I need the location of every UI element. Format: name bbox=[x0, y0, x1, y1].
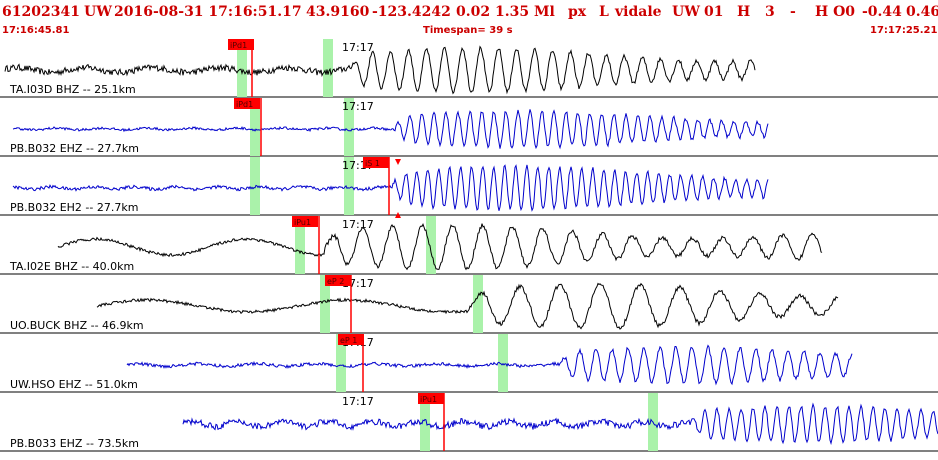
pick-label-box[interactable] bbox=[363, 157, 389, 168]
station-label: PB.B032 EH2 -- 27.7km bbox=[10, 201, 138, 214]
phase-window bbox=[250, 157, 260, 215]
phase-window bbox=[320, 275, 330, 333]
latitude: 43.9160 bbox=[306, 4, 370, 20]
pick-label: iPu1 bbox=[420, 395, 437, 404]
phase-window bbox=[250, 98, 260, 156]
value-2: 0.46 bbox=[906, 4, 938, 20]
pick-label-box[interactable] bbox=[418, 393, 444, 404]
pick-label: iPu1 bbox=[294, 218, 311, 227]
source: UW bbox=[672, 4, 700, 20]
event-summary-line: 61202341 UW 2016-08-31 17:16:51.17 43.91… bbox=[0, 0, 938, 24]
time-range-line: 17:16:45.81 Timespan= 39 s 17:17:25.21 bbox=[0, 24, 938, 38]
phase-window bbox=[295, 216, 305, 274]
station-label: TA.I02E BHZ -- 40.0km bbox=[9, 260, 134, 273]
trace-row[interactable]: 17:17 iPd1 TA.I03D BHZ -- 25.1km bbox=[0, 39, 938, 98]
pick-label-box[interactable] bbox=[234, 98, 260, 109]
phase-window bbox=[336, 334, 346, 392]
flag: H O0 bbox=[815, 4, 856, 20]
end-time: 17:17:25.21 bbox=[870, 25, 938, 36]
seismogram-trace[interactable] bbox=[126, 344, 853, 386]
seismogram-trace[interactable] bbox=[57, 222, 823, 271]
phase-window bbox=[344, 157, 354, 215]
minute-label: 17:17 bbox=[342, 395, 374, 408]
seismogram-trace[interactable] bbox=[96, 282, 839, 330]
waveform-panel[interactable]: 17:17 iPd1 TA.I03D BHZ -- 25.1km 17:17 iPd1 P… bbox=[0, 38, 938, 460]
location-type: L bbox=[599, 4, 609, 20]
phase-window bbox=[420, 393, 430, 451]
start-time: 17:16:45.81 bbox=[2, 25, 70, 36]
phase-window bbox=[473, 275, 483, 333]
magnitude: 1.35 Ml bbox=[495, 4, 555, 20]
network-code: UW bbox=[84, 4, 112, 20]
event-id[interactable]: 61202341 bbox=[2, 4, 80, 20]
quality: H bbox=[737, 4, 751, 20]
timespan: Timespan= 39 s bbox=[423, 25, 513, 36]
pick-label: iS 1 bbox=[365, 159, 380, 168]
longitude: -123.4242 bbox=[372, 4, 451, 20]
station-label: TA.I03D BHZ -- 25.1km bbox=[9, 83, 136, 96]
pick-arrow-icon bbox=[395, 159, 401, 165]
separator: - bbox=[790, 4, 796, 20]
seismogram-trace[interactable] bbox=[12, 109, 769, 150]
pick-label-box[interactable] bbox=[338, 334, 364, 345]
minute-label: 17:17 bbox=[342, 218, 374, 231]
pick-label: eP 2 bbox=[327, 277, 344, 286]
magnitude-type: px bbox=[568, 4, 587, 20]
station-label: UW.HSO EHZ -- 51.0km bbox=[10, 378, 138, 391]
pick-label-box[interactable] bbox=[228, 39, 254, 50]
phase-window bbox=[426, 216, 436, 274]
pick-label: iPd1 bbox=[230, 41, 247, 50]
pick-label-box[interactable] bbox=[292, 216, 318, 227]
event-header: 61202341 UW 2016-08-31 17:16:51.17 43.91… bbox=[0, 0, 938, 38]
count: 3 bbox=[765, 4, 775, 20]
analyst: vidale bbox=[615, 4, 662, 20]
version: 01 bbox=[704, 4, 724, 20]
station-label: PB.B033 EHZ -- 73.5km bbox=[10, 437, 139, 450]
trace-row[interactable]: 17:17 iPu1 TA.I02E BHZ -- 40.0km bbox=[0, 216, 938, 275]
phase-window bbox=[323, 39, 333, 97]
minute-label: 17:17 bbox=[342, 41, 374, 54]
origin-time: 2016-08-31 17:16:51.17 bbox=[114, 4, 302, 20]
trace-row[interactable]: 17:17 iPd1 PB.B032 EHZ -- 27.7km bbox=[0, 98, 938, 157]
seismogram-trace[interactable] bbox=[182, 402, 938, 446]
phase-window bbox=[344, 98, 354, 156]
trace-row[interactable]: 17:17 iPu1 PB.B033 EHZ -- 73.5km bbox=[0, 393, 938, 452]
station-label: PB.B032 EHZ -- 27.7km bbox=[10, 142, 139, 155]
minute-label: 17:17 bbox=[342, 100, 374, 113]
pick-label-box[interactable] bbox=[325, 275, 351, 286]
pick-arrow-icon bbox=[395, 212, 401, 218]
pick-label: eP 1 bbox=[340, 336, 357, 345]
phase-window bbox=[237, 39, 247, 97]
station-label: UO.BUCK BHZ -- 46.9km bbox=[10, 319, 144, 332]
depth: 0.02 bbox=[456, 4, 491, 20]
value-1: -0.44 bbox=[862, 4, 902, 20]
seismogram-trace[interactable] bbox=[12, 164, 769, 212]
seismogram-trace[interactable] bbox=[4, 45, 756, 95]
pick-label: iPd1 bbox=[236, 100, 253, 109]
